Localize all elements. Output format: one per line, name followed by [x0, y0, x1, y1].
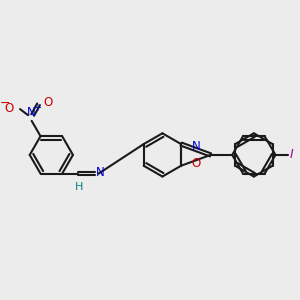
Text: N: N: [191, 140, 200, 153]
Text: N: N: [96, 166, 105, 179]
Text: I: I: [289, 148, 293, 161]
Text: O: O: [4, 102, 13, 115]
Text: O: O: [44, 96, 53, 109]
Text: O: O: [191, 157, 200, 170]
Text: N: N: [27, 106, 36, 119]
Text: −: −: [0, 97, 11, 110]
Text: H: H: [75, 182, 83, 192]
Text: +: +: [33, 103, 41, 113]
